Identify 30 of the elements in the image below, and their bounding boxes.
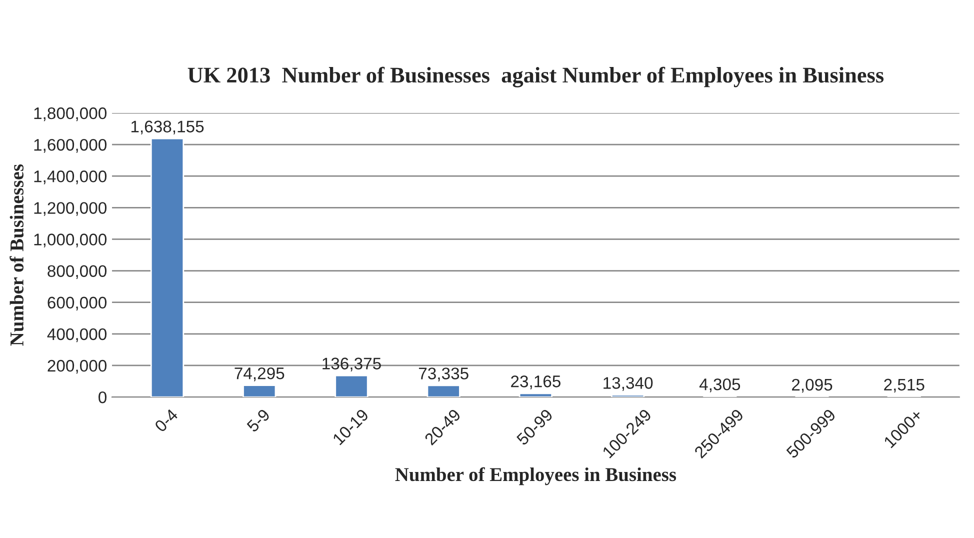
y-tick-label: 600,000 [48,296,107,311]
data-label: 1,638,155 [131,120,204,134]
y-tick-label: 1,800,000 [34,107,107,122]
bar [610,394,645,398]
x-axis-title: Number of Employees in Business [395,467,676,486]
y-tick-label: 400,000 [47,328,107,342]
y-axis-title: Number of Businesses [10,164,24,346]
chart-title: UK 2013 Number of Businesses agaist Number of Employees in Business [188,66,884,88]
data-label: 73,335 [418,368,468,382]
y-tick-label: 0 [98,391,106,404]
y-tick-label: 1,000,000 [34,234,107,248]
y-tick-label: 200,000 [48,360,107,374]
data-label: 74,295 [234,367,284,382]
data-label: 2,095 [792,378,832,393]
y-tick-label: 1,200,000 [34,202,107,216]
bar [518,392,553,398]
y-tick-label: 800,000 [48,265,107,279]
y-tick-label: 1,600,000 [34,138,107,153]
data-label: 136,375 [322,358,381,372]
data-label: 2,515 [884,378,924,393]
bar [334,374,368,398]
bar [150,138,184,398]
x-tick-label: 0-4 [154,408,179,433]
data-label: 4,305 [699,378,740,392]
y-tick-label: 1,400,000 [34,170,107,184]
bar [426,384,460,398]
data-label: 23,165 [511,376,560,390]
data-label: 13,340 [604,377,653,391]
bar [242,384,276,398]
x-tick-label: 5-9 [246,408,271,433]
